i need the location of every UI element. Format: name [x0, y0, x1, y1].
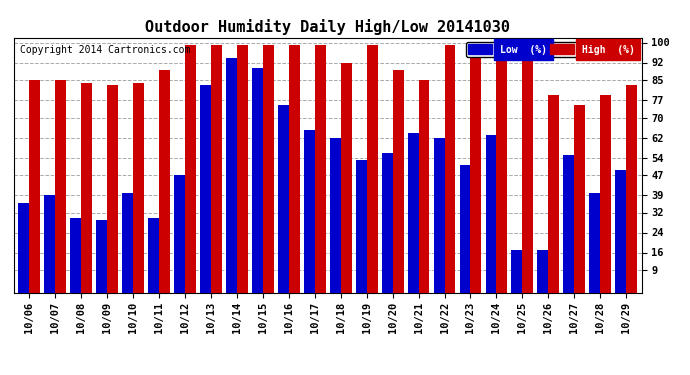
Bar — [122, 192, 133, 292]
Bar — [278, 105, 289, 292]
Bar — [263, 45, 274, 292]
Bar — [304, 130, 315, 292]
Bar — [366, 45, 377, 292]
Bar — [159, 70, 170, 292]
Bar — [237, 45, 248, 292]
Bar — [226, 57, 237, 292]
Bar — [486, 135, 496, 292]
Bar — [419, 80, 429, 292]
Bar — [549, 95, 559, 292]
Bar — [97, 220, 107, 292]
Bar — [289, 45, 299, 292]
Legend: Low  (%), High  (%): Low (%), High (%) — [466, 42, 637, 57]
Bar — [460, 165, 471, 292]
Bar — [522, 45, 533, 292]
Bar — [589, 192, 600, 292]
Bar — [626, 85, 637, 292]
Bar — [55, 80, 66, 292]
Bar — [393, 70, 404, 292]
Bar — [496, 45, 507, 292]
Bar — [70, 217, 81, 292]
Bar — [211, 45, 222, 292]
Bar — [81, 82, 92, 292]
Bar — [44, 195, 55, 292]
Bar — [600, 95, 611, 292]
Bar — [356, 160, 366, 292]
Bar — [148, 217, 159, 292]
Bar — [563, 155, 574, 292]
Bar — [19, 202, 30, 292]
Bar — [185, 45, 196, 292]
Bar — [330, 138, 341, 292]
Bar — [471, 45, 482, 292]
Bar — [574, 105, 585, 292]
Bar — [133, 82, 144, 292]
Title: Outdoor Humidity Daily High/Low 20141030: Outdoor Humidity Daily High/Low 20141030 — [146, 19, 510, 35]
Bar — [30, 80, 40, 292]
Text: Copyright 2014 Cartronics.com: Copyright 2014 Cartronics.com — [20, 45, 190, 55]
Bar — [107, 85, 118, 292]
Bar — [382, 153, 393, 292]
Bar — [174, 175, 185, 292]
Bar — [615, 170, 626, 292]
Bar — [433, 138, 444, 292]
Bar — [511, 250, 522, 292]
Bar — [315, 45, 326, 292]
Bar — [408, 132, 419, 292]
Bar — [538, 250, 549, 292]
Bar — [200, 85, 211, 292]
Bar — [252, 68, 263, 292]
Bar — [444, 45, 455, 292]
Bar — [341, 63, 352, 292]
